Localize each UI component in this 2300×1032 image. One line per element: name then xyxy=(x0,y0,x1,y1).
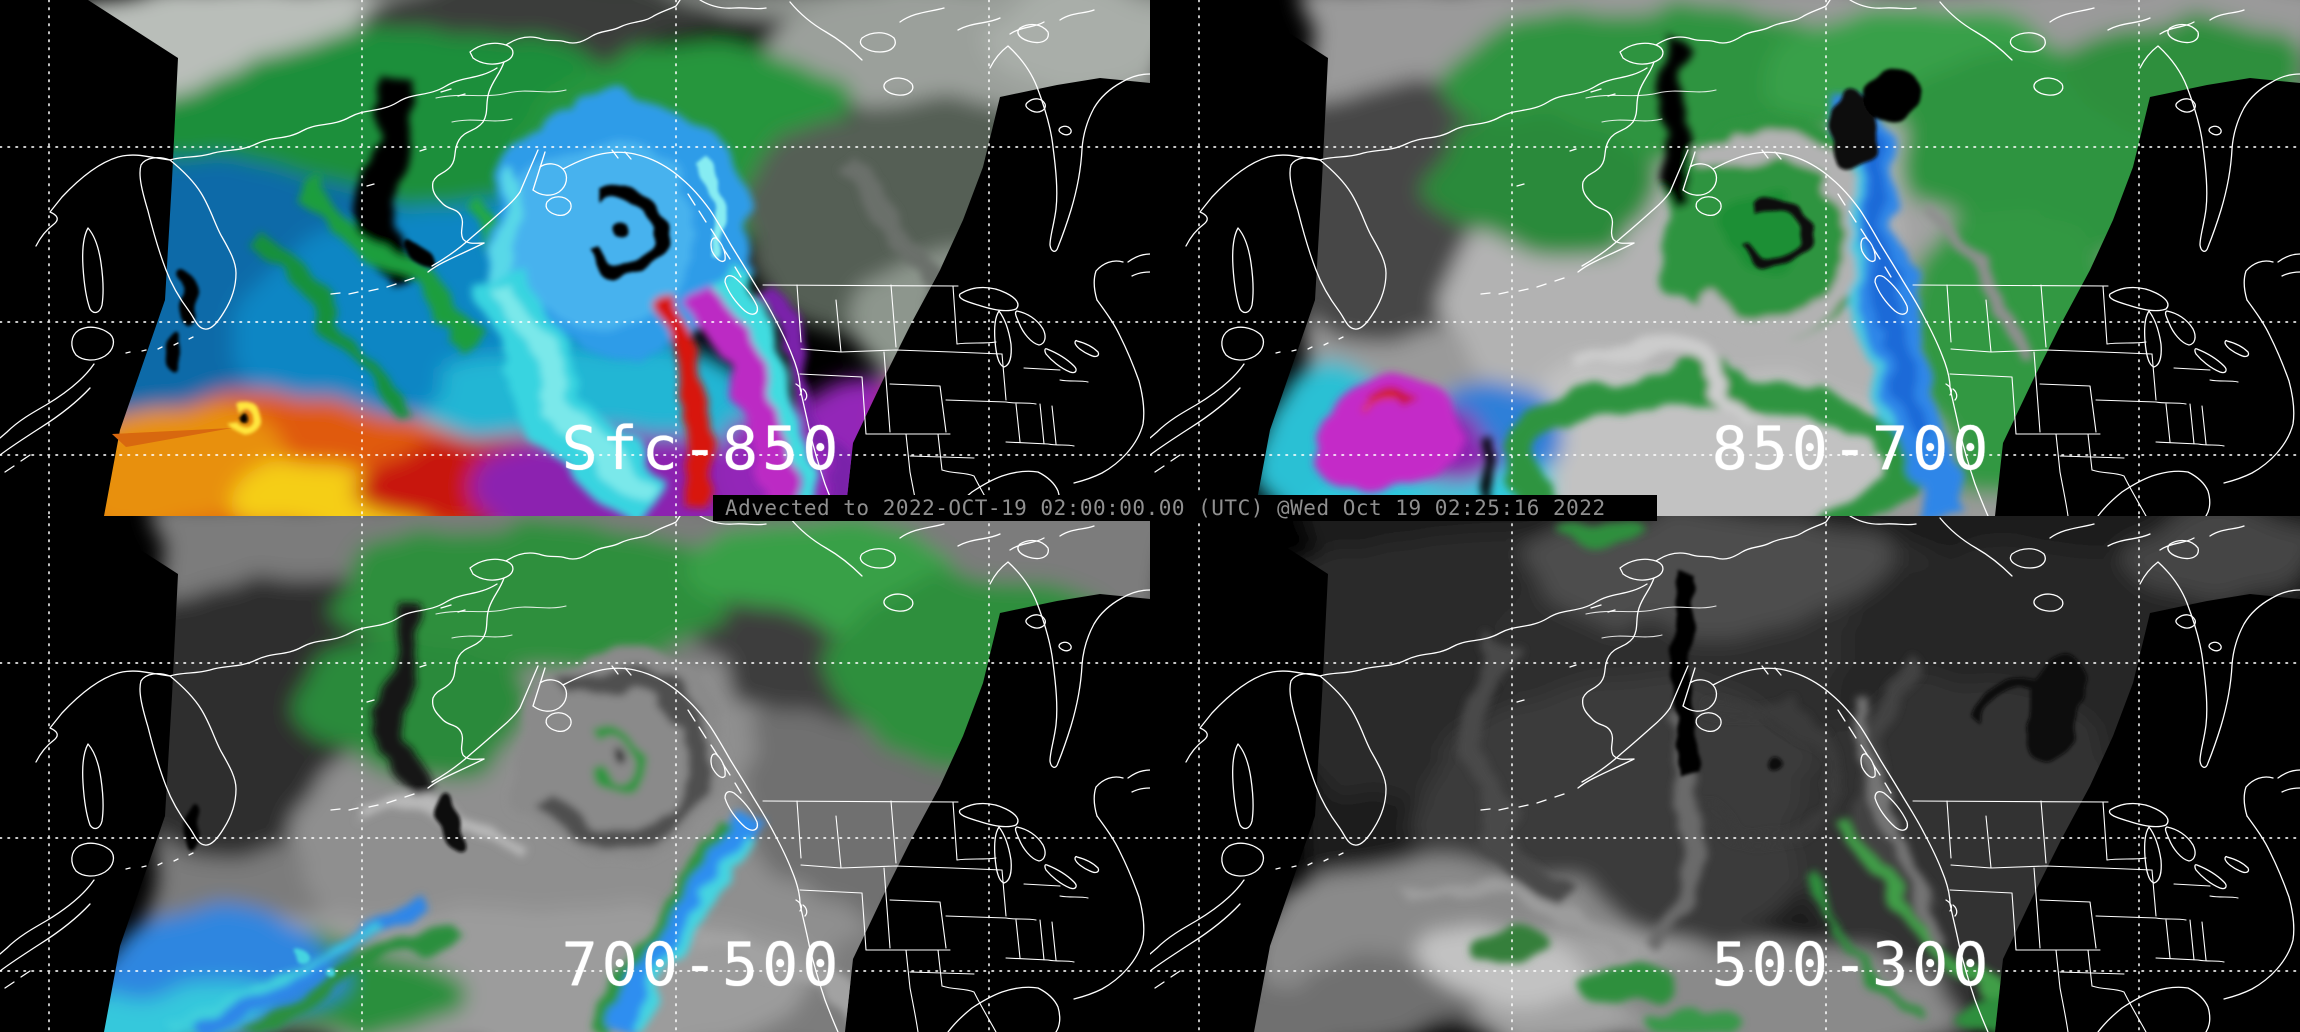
moisture-field-700-500 xyxy=(88,516,1150,1032)
layer-label-sfc-850: Sfc-850 xyxy=(561,414,843,484)
moisture-field-500-300 xyxy=(1238,516,2300,1032)
timestamp-bar: Advected to 2022-OCT-19 02:00:00.00 (UTC… xyxy=(713,495,1657,521)
layer-label-850-700: 850-700 xyxy=(1711,414,1993,484)
panel-sfc-850: Sfc-850 xyxy=(0,0,1150,516)
satellite-image-700-500 xyxy=(0,516,1150,1032)
layer-label-700-500: 700-500 xyxy=(561,930,843,1000)
layer-label-500-300: 500-300 xyxy=(1711,930,1993,1000)
satellite-image-850-700 xyxy=(1150,0,2300,516)
satellite-image-500-300 xyxy=(1150,516,2300,1032)
panel-700-500: 700-500 xyxy=(0,516,1150,1032)
moisture-spike xyxy=(112,428,232,447)
panel-850-700: 850-700 xyxy=(1150,0,2300,516)
panel-500-300: 500-300 xyxy=(1150,516,2300,1032)
satellite-image-sfc-850 xyxy=(0,0,1150,516)
